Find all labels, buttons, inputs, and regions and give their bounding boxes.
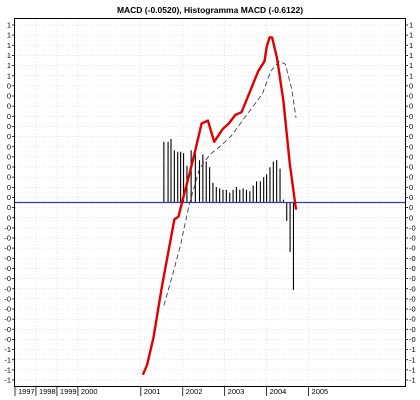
y-tick-label-left: 0	[7, 102, 11, 111]
y-tick-label-left: -0	[4, 234, 11, 243]
y-tick-label-left: 1	[7, 21, 11, 30]
y-tick-label-right: 0	[409, 152, 413, 161]
y-tick-label-left: 0	[7, 112, 11, 121]
y-tick-label-left: 0	[7, 152, 11, 161]
y-tick-label-left: 0	[7, 193, 11, 202]
y-tick-label-left: 0	[7, 213, 11, 222]
series-line-signal	[163, 60, 297, 306]
y-tick-label-right: 0	[409, 213, 413, 222]
y-tick-label-left: -1	[4, 355, 11, 364]
x-tick-label: 2002	[186, 387, 203, 396]
y-tick-label-left: -0	[4, 274, 11, 283]
y-tick-label-left: 1	[7, 71, 11, 80]
y-tick-label-left: 0	[7, 122, 11, 131]
x-tick-label: 2005	[312, 387, 329, 396]
y-tick-label-right: -0	[409, 335, 416, 344]
y-tick-label-left: -0	[4, 284, 11, 293]
y-tick-label-left: 0	[7, 163, 11, 172]
y-tick-label-right: -0	[409, 223, 416, 232]
y-tick-label-right: 1	[409, 41, 413, 50]
y-tick-label-right: 0	[409, 183, 413, 192]
plot-frame	[14, 18, 406, 387]
y-tick-label-right: -0	[409, 234, 416, 243]
y-tick-label-right: -0	[409, 254, 416, 263]
x-tick-label: 2003	[228, 387, 245, 396]
y-tick-label-left: -0	[4, 223, 11, 232]
y-tick-label-left: 1	[7, 31, 11, 40]
y-tick-label-left: 0	[7, 132, 11, 141]
y-tick-label-left: 0	[7, 203, 11, 212]
y-tick-label-right: 1	[409, 61, 413, 70]
y-axis-ticks: 1 11 11 11 11 11 10 00 00 00 00 00 00 00 00 00 00 00 00 00 0…	[4, 21, 415, 385]
x-tick-label: 2000	[81, 387, 98, 396]
y-tick-label-right: -0	[409, 284, 416, 293]
y-tick-label-left: -0	[4, 335, 11, 344]
y-tick-label-right: -0	[409, 274, 416, 283]
y-tick-label-right: 0	[409, 102, 413, 111]
y-tick-label-right: 0	[409, 203, 413, 212]
y-tick-label-right: -1	[409, 355, 416, 364]
y-tick-label-right: 1	[409, 51, 413, 60]
y-tick-label-right: 0	[409, 81, 413, 90]
y-tick-label-right: 0	[409, 142, 413, 151]
y-tick-label-right: 0	[409, 92, 413, 101]
y-tick-label-right: -1	[409, 365, 416, 374]
y-tick-label-left: 0	[7, 183, 11, 192]
x-tick-label: 1997	[18, 387, 35, 396]
y-tick-label-left: 1	[7, 41, 11, 50]
y-tick-label-left: -0	[4, 325, 11, 334]
y-tick-label-right: -0	[409, 264, 416, 273]
series-lines	[141, 36, 298, 376]
x-axis-ticks: 1997 1998 1999 2000 2001 2002 2003 2004 2005	[14, 386, 329, 396]
y-tick-label-right: -0	[409, 325, 416, 334]
y-tick-label-right: 0	[409, 132, 413, 141]
y-tick-label-left: -0	[4, 305, 11, 314]
y-tick-label-left: 1	[7, 51, 11, 60]
y-tick-label-left: -0	[4, 315, 11, 324]
y-tick-label-right: 0	[409, 193, 413, 202]
chart-title: MACD (-0.0520), Histogramma MACD (-0.612…	[117, 5, 303, 15]
histogram-bars	[163, 138, 295, 291]
y-tick-label-left: 0	[7, 173, 11, 182]
y-tick-label-right: -0	[409, 294, 416, 303]
y-tick-label-left: -1	[4, 345, 11, 354]
x-tick-label: 1999	[60, 387, 77, 396]
y-tick-label-left: 1	[7, 61, 11, 70]
y-tick-label-right: -1	[409, 376, 416, 385]
y-tick-label-right: 0	[409, 173, 413, 182]
y-tick-label-right: -0	[409, 244, 416, 253]
y-tick-label-left: 0	[7, 81, 11, 90]
y-tick-label-right: 1	[409, 71, 413, 80]
y-tick-label-left: -0	[4, 254, 11, 263]
x-tick-label: 2004	[270, 387, 287, 396]
y-tick-label-left: 0	[7, 142, 11, 151]
y-tick-label-right: -0	[409, 305, 416, 314]
y-tick-label-left: 0	[7, 92, 11, 101]
y-tick-label-left: -1	[4, 365, 11, 374]
x-tick-label: 1998	[39, 387, 56, 396]
y-tick-label-right: -1	[409, 345, 416, 354]
series-line-macd	[141, 36, 298, 376]
y-tick-label-right: 0	[409, 112, 413, 121]
y-tick-label-right: 0	[409, 163, 413, 172]
y-tick-label-right: 1	[409, 31, 413, 40]
y-tick-label-right: 1	[409, 21, 413, 30]
y-tick-label-right: -0	[409, 315, 416, 324]
y-tick-label-left: -1	[4, 376, 11, 385]
y-tick-label-right: 0	[409, 122, 413, 131]
y-tick-label-left: -0	[4, 264, 11, 273]
x-tick-label: 2001	[144, 387, 161, 396]
y-tick-label-left: -0	[4, 294, 11, 303]
y-tick-label-left: -0	[4, 244, 11, 253]
